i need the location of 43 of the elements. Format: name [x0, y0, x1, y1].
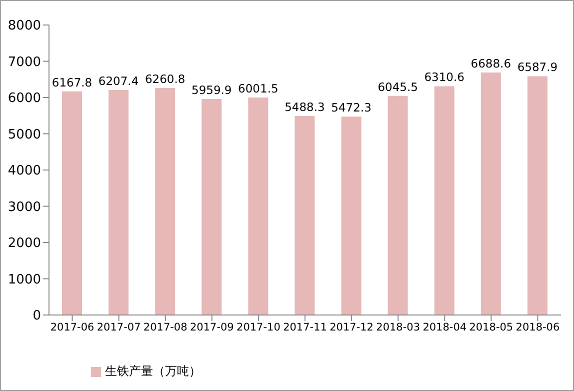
x-tick-label: 2018-06 [516, 321, 560, 334]
bar [480, 72, 501, 315]
legend-label: 生铁产量（万吨） [105, 364, 201, 378]
bar [388, 96, 408, 315]
x-tick-label: 2017-09 [190, 321, 234, 334]
x-tick-label: 2018-05 [469, 321, 514, 334]
data-label: 5472.3 [331, 100, 372, 115]
bar [108, 90, 129, 315]
x-tick-label: 2017-07 [96, 321, 141, 334]
x-tick-label: 2017-10 [236, 321, 280, 334]
y-tick-label: 1000 [8, 272, 41, 288]
x-tick-label: 2017-08 [143, 321, 188, 334]
y-tick-label: 3000 [8, 200, 41, 215]
bar [434, 86, 454, 315]
x-tick-label: 2017-06 [50, 321, 95, 334]
bar [155, 88, 176, 315]
bar [202, 98, 222, 315]
data-label: 6207.4 [98, 74, 139, 88]
x-tick-label: 2018-03 [376, 321, 420, 334]
y-tick-label: 4000 [8, 164, 41, 179]
bar [527, 76, 548, 315]
x-tick-label: 2017-11 [283, 321, 327, 334]
y-tick-label: 7000 [8, 54, 41, 70]
bar [341, 116, 362, 315]
bar [294, 116, 315, 315]
data-label: 6310.6 [424, 70, 464, 84]
data-label: 5488.3 [284, 100, 325, 114]
y-tick-label: 5000 [8, 127, 41, 142]
data-label: 6167.8 [52, 75, 92, 90]
x-tick-label: 2018-04 [422, 321, 467, 334]
y-tick-label: 8000 [8, 18, 41, 34]
data-label: 6001.5 [238, 81, 278, 96]
data-label: 6688.6 [470, 56, 512, 71]
data-label: 6260.8 [144, 72, 186, 86]
y-tick-label: 0 [32, 308, 41, 324]
y-tick-label: 2000 [8, 236, 41, 252]
bar [248, 97, 268, 315]
x-tick-label: 2017-12 [330, 321, 374, 334]
data-label: 6045.5 [378, 80, 418, 94]
data-label: 5959.9 [192, 82, 232, 97]
data-label: 6587.9 [517, 60, 558, 74]
y-tick-label: 6000 [8, 91, 41, 106]
bar [62, 91, 82, 315]
